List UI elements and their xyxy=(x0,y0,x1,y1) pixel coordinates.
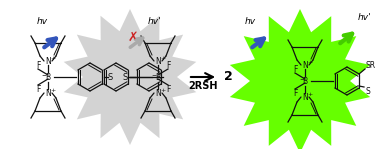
Text: hv: hv xyxy=(36,17,48,25)
Text: F: F xyxy=(166,84,170,94)
Text: +: + xyxy=(160,87,166,93)
Text: N: N xyxy=(45,89,51,97)
Text: F: F xyxy=(293,89,297,97)
Text: N: N xyxy=(302,60,308,69)
Text: +: + xyxy=(50,87,56,93)
Text: N: N xyxy=(45,56,51,66)
Text: +: + xyxy=(307,91,313,97)
Text: −: − xyxy=(152,73,157,77)
Text: 2RSH: 2RSH xyxy=(188,81,218,91)
Polygon shape xyxy=(64,9,196,145)
Text: +: + xyxy=(50,55,56,60)
Text: B: B xyxy=(155,73,161,82)
Text: F: F xyxy=(36,84,40,94)
Text: B: B xyxy=(45,73,51,82)
Text: N: N xyxy=(155,56,161,66)
Text: B: B xyxy=(302,76,308,86)
Text: hv': hv' xyxy=(357,13,371,21)
Polygon shape xyxy=(230,9,370,149)
Text: +: + xyxy=(307,59,313,65)
Text: SR: SR xyxy=(366,62,376,70)
Text: S: S xyxy=(107,73,113,82)
Text: F: F xyxy=(166,60,170,69)
Text: F: F xyxy=(36,60,40,69)
Text: F: F xyxy=(293,65,297,73)
Text: N: N xyxy=(302,93,308,101)
Text: N: N xyxy=(155,89,161,97)
Text: 2: 2 xyxy=(224,70,232,83)
Text: −: − xyxy=(42,73,47,77)
Text: +: + xyxy=(160,55,166,60)
Text: S: S xyxy=(122,73,128,82)
Text: S: S xyxy=(366,87,370,96)
Text: hv': hv' xyxy=(148,17,162,25)
Text: −: − xyxy=(299,76,304,82)
Text: ✗: ✗ xyxy=(128,31,138,44)
Text: hv: hv xyxy=(245,17,256,25)
